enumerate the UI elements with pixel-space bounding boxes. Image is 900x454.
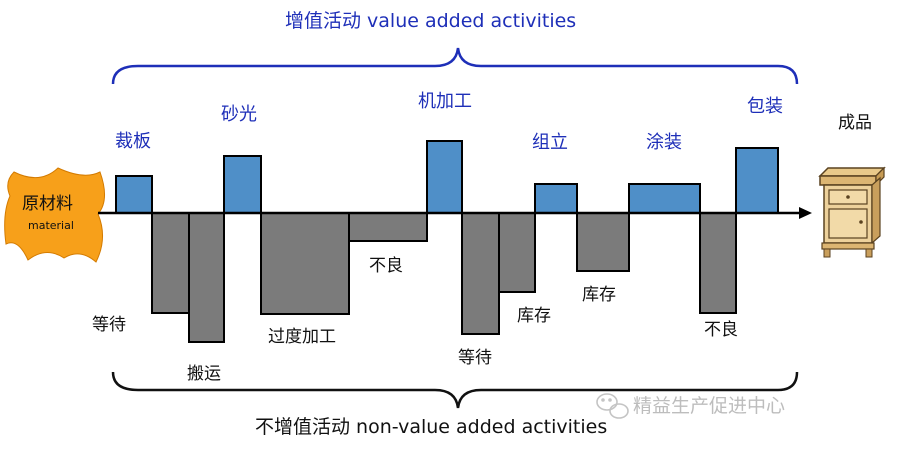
- block-waiting-1: [151, 212, 190, 314]
- finished-product-cabinet-icon: [818, 166, 886, 258]
- raw-material-label-cn: 原材料: [22, 194, 73, 214]
- label-handling: 搬运: [187, 364, 221, 384]
- block-machining: [426, 140, 463, 214]
- block-defect-2: [699, 212, 737, 314]
- block-packaging: [735, 147, 779, 214]
- block-sanding: [223, 155, 262, 214]
- wechat-watermark-icon: [596, 393, 629, 419]
- block-assembly: [534, 183, 578, 214]
- bottom-brace: [111, 371, 799, 409]
- block-painting: [628, 183, 701, 214]
- block-overprocessing: [260, 212, 350, 315]
- label-inventory-2: 库存: [582, 285, 616, 305]
- label-packaging: 包装: [747, 96, 783, 117]
- value-added-title: 增值活动 value added activities: [285, 10, 577, 32]
- label-machining: 机加工: [418, 91, 472, 112]
- watermark-text: 精益生产促进中心: [633, 395, 786, 417]
- label-inventory-1: 库存: [517, 306, 551, 326]
- top-brace: [111, 47, 799, 85]
- label-defect-2: 不良: [704, 320, 738, 340]
- label-painting: 涂装: [646, 132, 682, 153]
- label-assembly: 组立: [532, 132, 568, 153]
- label-defect-1: 不良: [369, 256, 403, 276]
- finished-product-label: 成品: [838, 113, 872, 133]
- block-cutting: [115, 175, 153, 214]
- block-waiting-2: [461, 212, 500, 335]
- non-value-added-title: 不增值活动 non-value added activities: [255, 416, 608, 438]
- label-waiting-2: 等待: [458, 348, 492, 368]
- block-handling: [188, 212, 225, 343]
- label-waiting-1: 等待: [92, 315, 126, 335]
- label-overprocessing: 过度加工: [268, 327, 336, 347]
- raw-material-blob: [4, 167, 105, 263]
- block-inventory-2: [576, 212, 630, 272]
- raw-material-label-en: material: [28, 219, 74, 232]
- block-defect-1: [348, 212, 428, 242]
- block-inventory-1: [498, 212, 536, 293]
- label-sanding: 砂光: [221, 104, 257, 125]
- timeline-arrowhead: [799, 207, 812, 219]
- label-cutting: 裁板: [115, 131, 151, 152]
